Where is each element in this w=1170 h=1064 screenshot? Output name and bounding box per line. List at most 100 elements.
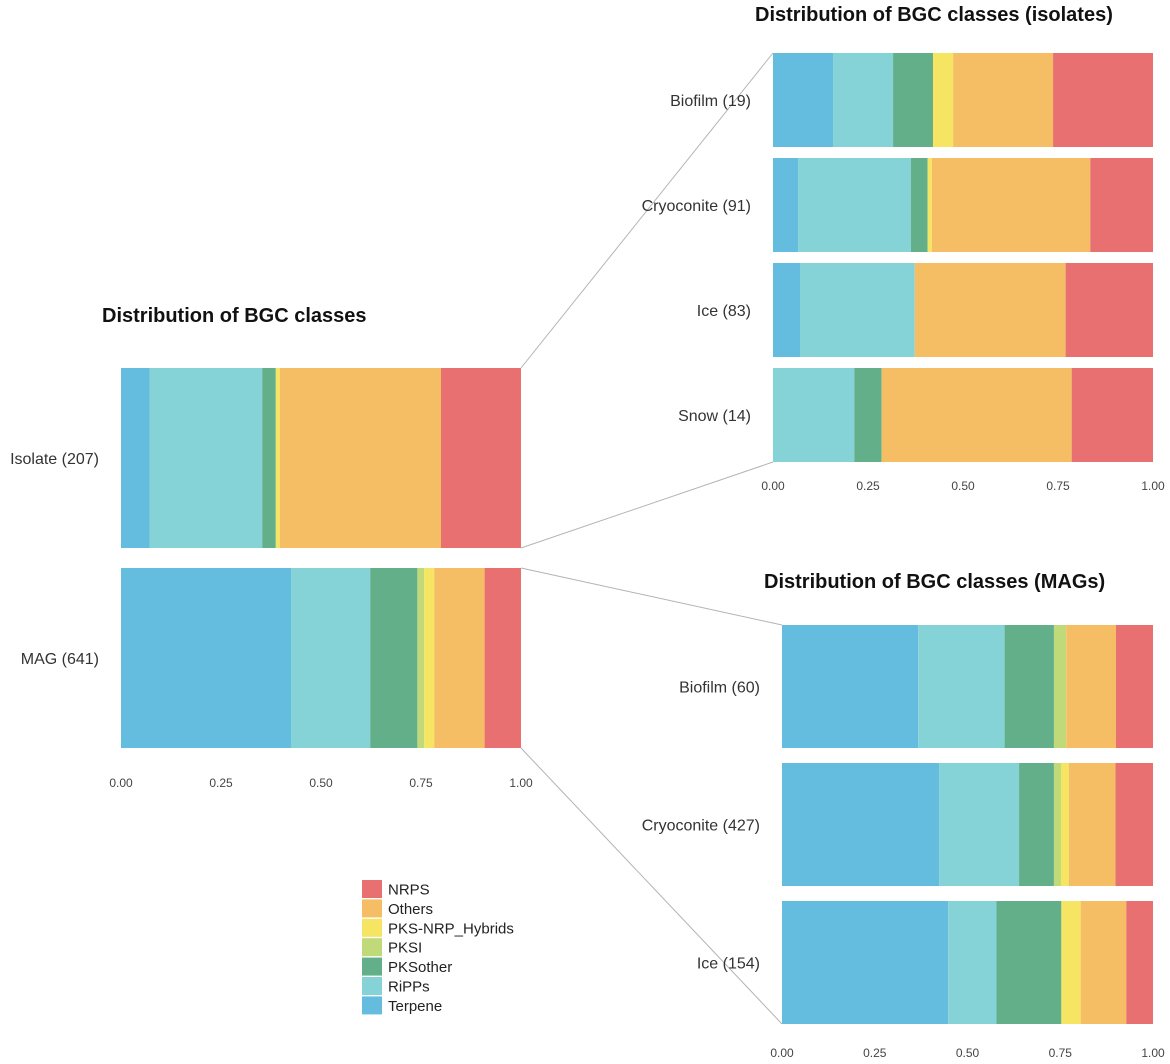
- bar-cryoconite-91-terpene: [773, 158, 799, 252]
- connector-line-1: [520, 461, 774, 549]
- bar-biofilm-19-others: [953, 53, 1054, 147]
- chart-title-main: Distribution of BGC classes: [102, 305, 367, 327]
- panel-isolates: Distribution of BGC classes (isolates) Bi…: [642, 4, 1165, 493]
- x-tick-label-main-0: 0.00: [109, 776, 133, 790]
- chart-title-isolates: Distribution of BGC classes (isolates): [755, 4, 1113, 26]
- bar-mag-641-nrps: [484, 568, 521, 748]
- bar-ice-154-nrps: [1126, 901, 1153, 1024]
- legend-label-pksi: PKSI: [388, 940, 422, 957]
- x-tick-label-mags-2: 0.50: [956, 1046, 980, 1060]
- bar-ice-154-pks-nrp-hybrids: [1061, 901, 1081, 1024]
- bar-isolate-207-ripps: [149, 368, 263, 548]
- bar-ice-83-others: [914, 263, 1066, 357]
- bar-mag-641-pksother: [370, 568, 418, 748]
- bar-ice-83-terpene: [773, 263, 801, 357]
- legend-label-nrps: NRPS: [388, 882, 430, 899]
- bar-biofilm-19-terpene: [773, 53, 834, 147]
- x-tick-label-mags-0: 0.00: [770, 1046, 794, 1060]
- legend-swatch-nrps: [362, 880, 382, 898]
- category-label-cryoconite-427: Cryoconite (427): [642, 818, 760, 835]
- bar-biofilm-60-others: [1066, 625, 1116, 748]
- bar-isolate-207-pks-nrp-hybrids: [275, 368, 280, 548]
- bar-snow-14-ripps: [773, 368, 855, 462]
- bar-snow-14-pksother: [854, 368, 882, 462]
- x-tick-label-main-2: 0.50: [309, 776, 333, 790]
- x-tick-label-isolates-0: 0.00: [761, 479, 785, 493]
- bar-ice-83-nrps: [1065, 263, 1153, 357]
- bar-biofilm-19-pksother: [893, 53, 933, 147]
- category-label-ice-83: Ice (83): [697, 303, 751, 320]
- bar-biofilm-60-pksother: [1004, 625, 1054, 748]
- legend-swatch-pksother: [362, 957, 382, 976]
- bar-snow-14-nrps: [1071, 368, 1153, 462]
- bar-isolate-207-nrps: [441, 368, 521, 548]
- bar-snow-14-others: [881, 368, 1072, 462]
- bar-cryoconite-427-pksother: [1019, 763, 1054, 886]
- bar-mag-641-pks-nrp-hybrids: [424, 568, 435, 748]
- bar-cryoconite-427-pksi: [1053, 763, 1061, 886]
- bar-biofilm-60-nrps: [1115, 625, 1153, 748]
- bar-mag-641-others: [434, 568, 485, 748]
- category-label-mag-641: MAG (641): [21, 651, 99, 668]
- bar-ice-154-ripps: [948, 901, 997, 1024]
- legend-label-terpene: Terpene: [388, 998, 442, 1015]
- legend-swatch-ripps: [362, 977, 382, 995]
- legend-label-others: Others: [388, 901, 433, 918]
- legend-label-pks-nrp-hybrids: PKS-NRP_Hybrids: [388, 920, 514, 937]
- category-label-cryoconite-91: Cryoconite (91): [642, 198, 751, 215]
- bar-cryoconite-91-others: [931, 158, 1091, 252]
- x-tick-label-main-3: 0.75: [409, 776, 433, 790]
- x-tick-label-mags-3: 0.75: [1049, 1046, 1073, 1060]
- x-tick-label-mags-4: 1.00: [1141, 1046, 1165, 1060]
- connector-line-3: [520, 747, 783, 1025]
- category-label-isolate-207: Isolate (207): [10, 451, 99, 468]
- bar-mag-641-ripps: [291, 568, 371, 748]
- category-label-ice-154: Ice (154): [697, 956, 760, 973]
- bar-cryoconite-91-nrps: [1090, 158, 1153, 252]
- bar-isolate-207-pksother: [262, 368, 276, 548]
- bar-ice-154-pksother: [996, 901, 1062, 1024]
- bar-biofilm-60-pksi: [1053, 625, 1067, 748]
- chart-title-mags: Distribution of BGC classes (MAGs): [764, 571, 1105, 593]
- bar-cryoconite-91-ripps: [798, 158, 911, 252]
- bar-cryoconite-91-pks-nrp-hybrids: [927, 158, 932, 252]
- connector-line-2: [520, 567, 783, 626]
- legend-swatch-pks-nrp-hybrids: [362, 918, 382, 937]
- bar-cryoconite-427-ripps: [939, 763, 1020, 886]
- bar-mag-641-pksi: [417, 568, 425, 748]
- bar-biofilm-60-terpene: [782, 625, 919, 748]
- category-label-biofilm-19: Biofilm (19): [670, 93, 751, 110]
- bar-ice-154-terpene: [782, 901, 949, 1024]
- bar-cryoconite-427-nrps: [1115, 763, 1153, 886]
- bar-ice-154-others: [1080, 901, 1127, 1024]
- bar-isolate-207-terpene: [121, 368, 150, 548]
- legend-swatch-others: [362, 899, 382, 918]
- bar-biofilm-19-ripps: [833, 53, 894, 147]
- bar-biofilm-19-pks-nrp-hybrids: [932, 53, 954, 147]
- x-tick-label-main-1: 0.25: [209, 776, 233, 790]
- x-tick-label-main-4: 1.00: [509, 776, 533, 790]
- zoom-connectors: [520, 52, 783, 1025]
- category-label-biofilm-60: Biofilm (60): [679, 680, 760, 697]
- x-tick-label-isolates-1: 0.25: [856, 479, 880, 493]
- bar-cryoconite-427-others: [1068, 763, 1116, 886]
- connector-line-0: [520, 52, 774, 369]
- bar-biofilm-19-nrps: [1053, 53, 1153, 147]
- panel-mags: Distribution of BGC classes (MAGs) Biofil…: [642, 571, 1165, 1060]
- legend-swatch-pksi: [362, 938, 382, 957]
- x-tick-label-isolates-3: 0.75: [1046, 479, 1070, 493]
- bar-cryoconite-427-pks-nrp-hybrids: [1060, 763, 1069, 886]
- bar-biofilm-60-ripps: [918, 625, 1005, 748]
- x-tick-label-isolates-2: 0.50: [951, 479, 975, 493]
- panel-main: Distribution of BGC classes Isolate (207)…: [10, 305, 533, 790]
- bar-ice-83-ripps: [800, 263, 915, 357]
- x-tick-label-isolates-4: 1.00: [1141, 479, 1165, 493]
- bar-cryoconite-427-terpene: [782, 763, 940, 886]
- x-tick-label-mags-1: 0.25: [863, 1046, 887, 1060]
- bar-mag-641-terpene: [121, 568, 291, 748]
- bar-isolate-207-others: [279, 368, 441, 548]
- category-label-snow-14: Snow (14): [678, 408, 751, 425]
- legend-label-pksother: PKSother: [388, 959, 452, 976]
- legend-label-ripps: RiPPs: [388, 979, 430, 996]
